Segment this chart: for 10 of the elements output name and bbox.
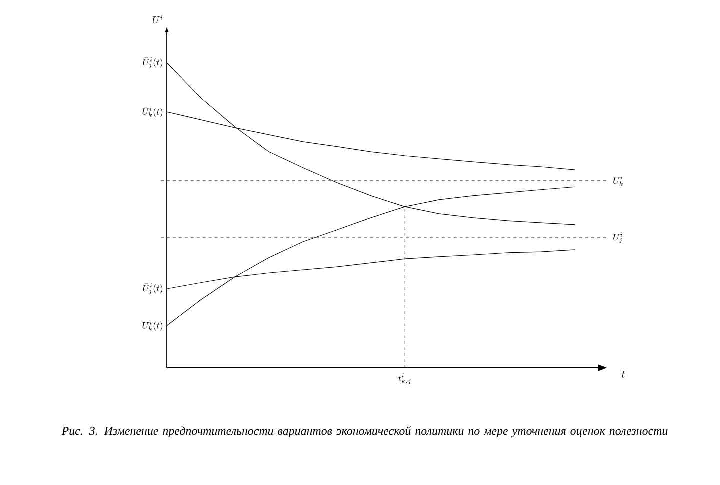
series-label: $\bar{U}^{i}_{k}(t)$ xyxy=(142,107,163,118)
series-label: $\bar{U}^{i}_{k}(t)$ xyxy=(142,320,163,331)
ref-line-label: $U^{i}_{k}$ xyxy=(614,176,623,186)
ref-line-label: $U^{i}_{j}$ xyxy=(614,232,622,244)
text: $t^{i}_{k,j}$ xyxy=(398,374,411,384)
y-axis-title: $U^{i}$ xyxy=(152,15,163,24)
series-label: $\bar{U}^{i}_{j}(t)$ xyxy=(143,58,163,68)
x-axis-title: $t$ xyxy=(622,371,625,378)
text: Рис. 3. Изменение предпочтительности вариантов экономической политики по мере уточнения оценок полезности xyxy=(62,426,668,438)
series-label: $\bar{U}^{i}_{j}(t)$ xyxy=(143,284,163,294)
